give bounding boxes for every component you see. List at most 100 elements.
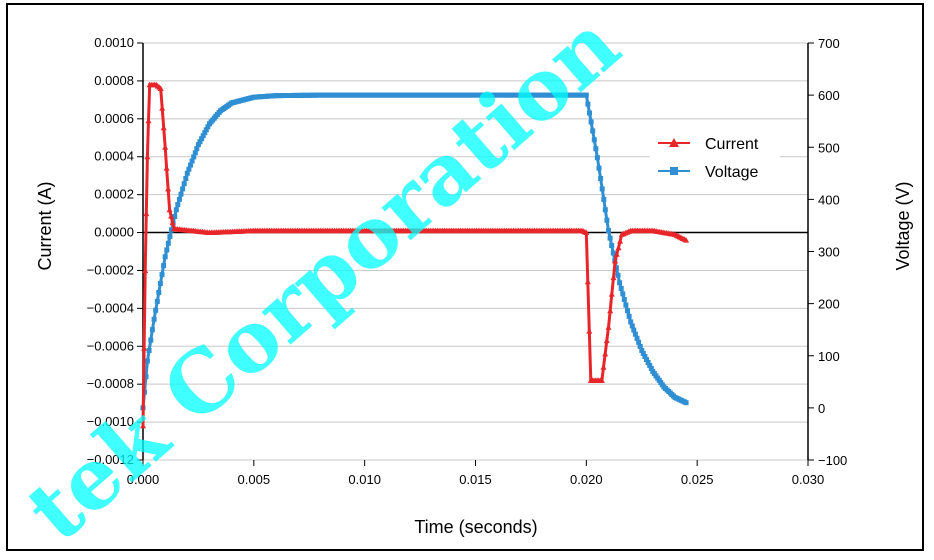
voltage-point [596, 165, 602, 171]
voltage-point [144, 358, 150, 364]
voltage-point [617, 280, 623, 286]
voltage-point [642, 354, 648, 359]
x-tick-label: 0.000 [127, 472, 160, 487]
voltage-point [186, 166, 192, 172]
voltage-point [634, 335, 640, 341]
voltage-point [165, 240, 171, 246]
voltage-point [683, 400, 689, 406]
y-right-tick-label: 700 [818, 36, 840, 51]
x-tick-label: 0.030 [792, 472, 825, 487]
voltage-point [601, 196, 607, 202]
voltage-point [188, 162, 193, 168]
tick-labels: 0.00100.00080.00060.00040.00020.0000−0.0… [87, 35, 848, 487]
y-right-tick-label: 200 [818, 297, 840, 312]
current-point [584, 278, 591, 285]
legend-voltage-marker [670, 167, 678, 175]
current-point [602, 350, 609, 357]
voltage-point [613, 265, 619, 271]
voltage-point [205, 124, 211, 130]
current-point [143, 210, 150, 217]
voltage-point [637, 343, 643, 349]
y-right-tick-label: 300 [818, 245, 840, 260]
voltage-point [176, 196, 182, 202]
chart-frame [6, 3, 924, 551]
voltage-point [636, 339, 642, 345]
y-left-tick-label: 0.0006 [94, 111, 134, 126]
current-point [600, 364, 607, 370]
y-right-tick-label: 0 [818, 401, 825, 416]
voltage-point [632, 331, 638, 337]
voltage-point [585, 101, 591, 107]
voltage-point [594, 155, 600, 161]
voltage-point [610, 250, 616, 256]
current-point [607, 307, 614, 314]
current-point [144, 153, 151, 160]
legend-current-label: Current [705, 136, 759, 153]
voltage-point [151, 316, 157, 322]
legend-voltage-label: Voltage [705, 164, 758, 181]
series-layer [140, 81, 690, 429]
legend: Current Voltage [650, 128, 780, 186]
legend-box [650, 128, 780, 186]
voltage-point [195, 142, 201, 148]
x-tick-label: 0.005 [238, 472, 271, 487]
y-left-tick-label: 0.0004 [94, 149, 134, 164]
voltage-point [621, 297, 627, 302]
voltage-point [629, 323, 635, 329]
y-left-tick-label: 0.0008 [94, 73, 134, 88]
voltage-point [625, 308, 630, 314]
y-right-tick-label: 500 [818, 140, 840, 155]
voltage-point [189, 158, 195, 164]
x-tick-label: 0.015 [459, 472, 492, 487]
y-left-tick-label: −0.0012 [87, 452, 134, 467]
voltage-point [640, 351, 646, 356]
y-left-tick-label: −0.0002 [87, 262, 134, 277]
current-point [160, 124, 167, 131]
voltage-point [146, 348, 152, 353]
voltage-point [609, 243, 615, 248]
current-point [598, 377, 605, 383]
voltage-point [149, 327, 155, 333]
y-left-tick-label: 0.0000 [94, 225, 134, 240]
voltage-point [618, 285, 624, 291]
current-point [140, 422, 146, 429]
voltage-point [604, 217, 610, 223]
current-point [159, 105, 166, 111]
voltage-point [167, 234, 173, 240]
voltage-point [156, 290, 162, 295]
voltage-point [175, 202, 181, 208]
current-point [683, 237, 690, 243]
current-point [603, 337, 610, 344]
voltage-point [583, 92, 589, 98]
voltage-point [645, 360, 651, 365]
y-left-tick-label: −0.0008 [87, 376, 134, 391]
voltage-point [143, 374, 149, 380]
voltage-point [607, 235, 613, 241]
current-point [157, 85, 164, 91]
current-point [163, 165, 170, 171]
current-point [162, 144, 169, 150]
y-left-tick-label: −0.0006 [87, 338, 134, 353]
current-point [166, 206, 173, 213]
voltage-point [591, 137, 597, 143]
voltage-point [162, 254, 168, 260]
voltage-point [200, 133, 206, 139]
voltage-point [593, 146, 599, 152]
voltage-point [626, 313, 632, 319]
voltage-point [599, 186, 605, 192]
y-left-tick-label: 0.0002 [94, 187, 134, 202]
voltage-point [606, 228, 611, 234]
voltage-point [644, 357, 649, 362]
voltage-point [639, 348, 645, 353]
current-point [612, 258, 619, 264]
voltage-point [202, 130, 208, 136]
current-point [142, 267, 149, 273]
voltage-point [173, 207, 179, 213]
voltage-point [197, 139, 203, 145]
voltage-point [172, 214, 178, 219]
current-point [583, 229, 590, 235]
voltage-point [154, 298, 160, 304]
voltage-point [184, 170, 190, 176]
voltage-point [628, 319, 634, 325]
